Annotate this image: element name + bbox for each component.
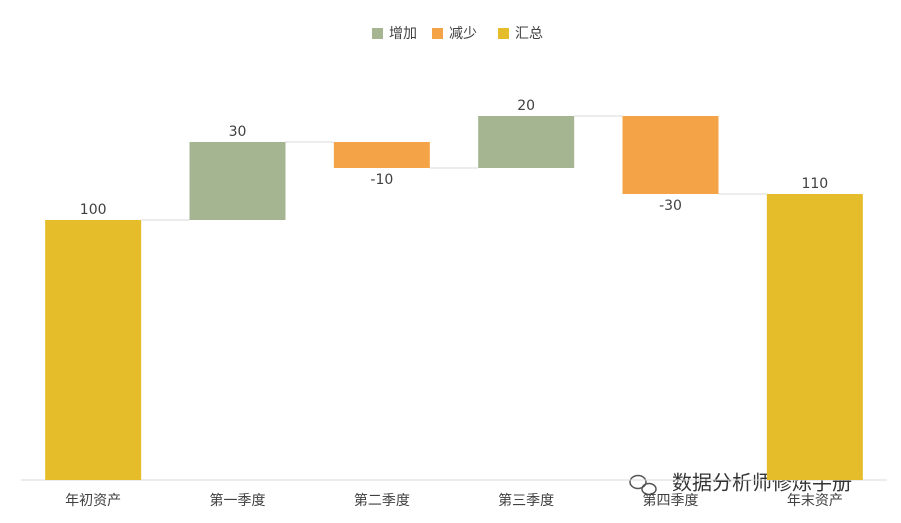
watermark-icon: [629, 474, 657, 496]
x-tick-label: 第四季度: [643, 492, 699, 509]
bar: [622, 116, 719, 194]
legend-swatch: [372, 28, 383, 39]
x-tick-label: 第一季度: [210, 492, 266, 509]
legend-label: 汇总: [515, 26, 543, 42]
bar: [478, 116, 575, 168]
value-label: 100: [80, 202, 107, 218]
legend-swatch: [432, 28, 443, 39]
value-label: 20: [517, 98, 535, 114]
value-label: 110: [801, 176, 828, 192]
bar: [45, 220, 142, 480]
x-tick-label: 第三季度: [498, 492, 554, 509]
x-tick-label: 第二季度: [354, 492, 410, 509]
legend-label: 增加: [389, 26, 417, 42]
bar: [189, 142, 286, 220]
value-label: -10: [370, 172, 393, 188]
legend-swatch: [498, 28, 509, 39]
value-label: 30: [229, 124, 247, 140]
bar: [333, 142, 430, 168]
bar: [766, 194, 863, 480]
x-tick-label: 年初资产: [65, 492, 121, 509]
x-tick-label: 年末资产: [787, 493, 843, 509]
value-label: -30: [659, 198, 682, 214]
legend-label: 减少: [449, 26, 477, 42]
